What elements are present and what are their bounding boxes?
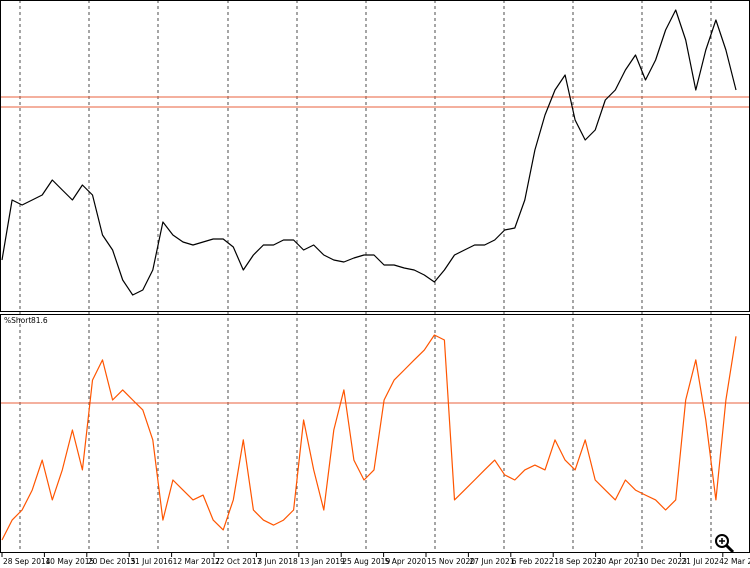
x-tick-label: 15 Nov 2020 (427, 557, 475, 566)
x-tick-label: 2 Mar 202 (724, 557, 750, 566)
x-tick-label: 10 May 2015 (45, 557, 94, 566)
x-tick-label: 28 Sep 2014 (3, 557, 51, 566)
series-line (1, 334, 737, 541)
x-tick-label: 25 Aug 2019 (342, 557, 390, 566)
x-tick-label: 21 Jul 2024 (681, 557, 724, 566)
x-tick-label: 6 Feb 2022 (512, 557, 554, 566)
series-line (1, 9, 737, 296)
vertical-grid (19, 0, 712, 553)
x-tick-label: 30 Apr 2023 (597, 557, 644, 566)
x-tick-label: 13 Jan 2019 (300, 557, 345, 566)
zoom-button[interactable] (715, 534, 735, 554)
zoom-handle (725, 544, 735, 554)
x-tick-label: 10 Dec 2023 (639, 557, 687, 566)
indicator-name: %Short (4, 316, 31, 325)
x-tick-label: 12 Mar 2017 (173, 557, 221, 566)
indicator-value: 81.6 (31, 316, 48, 325)
x-tick-label: 20 Dec 2015 (88, 557, 136, 566)
x-tick-label: 5 Apr 2020 (385, 557, 427, 566)
x-tick-label: 22 Oct 2017 (215, 557, 262, 566)
x-tick-label: 18 Sep 2022 (554, 557, 602, 566)
x-tick-label: 27 Jun 2021 (469, 557, 514, 566)
x-tick-label: 31 Jul 2016 (130, 557, 173, 566)
x-tick-label: 3 Jun 2018 (257, 557, 298, 566)
